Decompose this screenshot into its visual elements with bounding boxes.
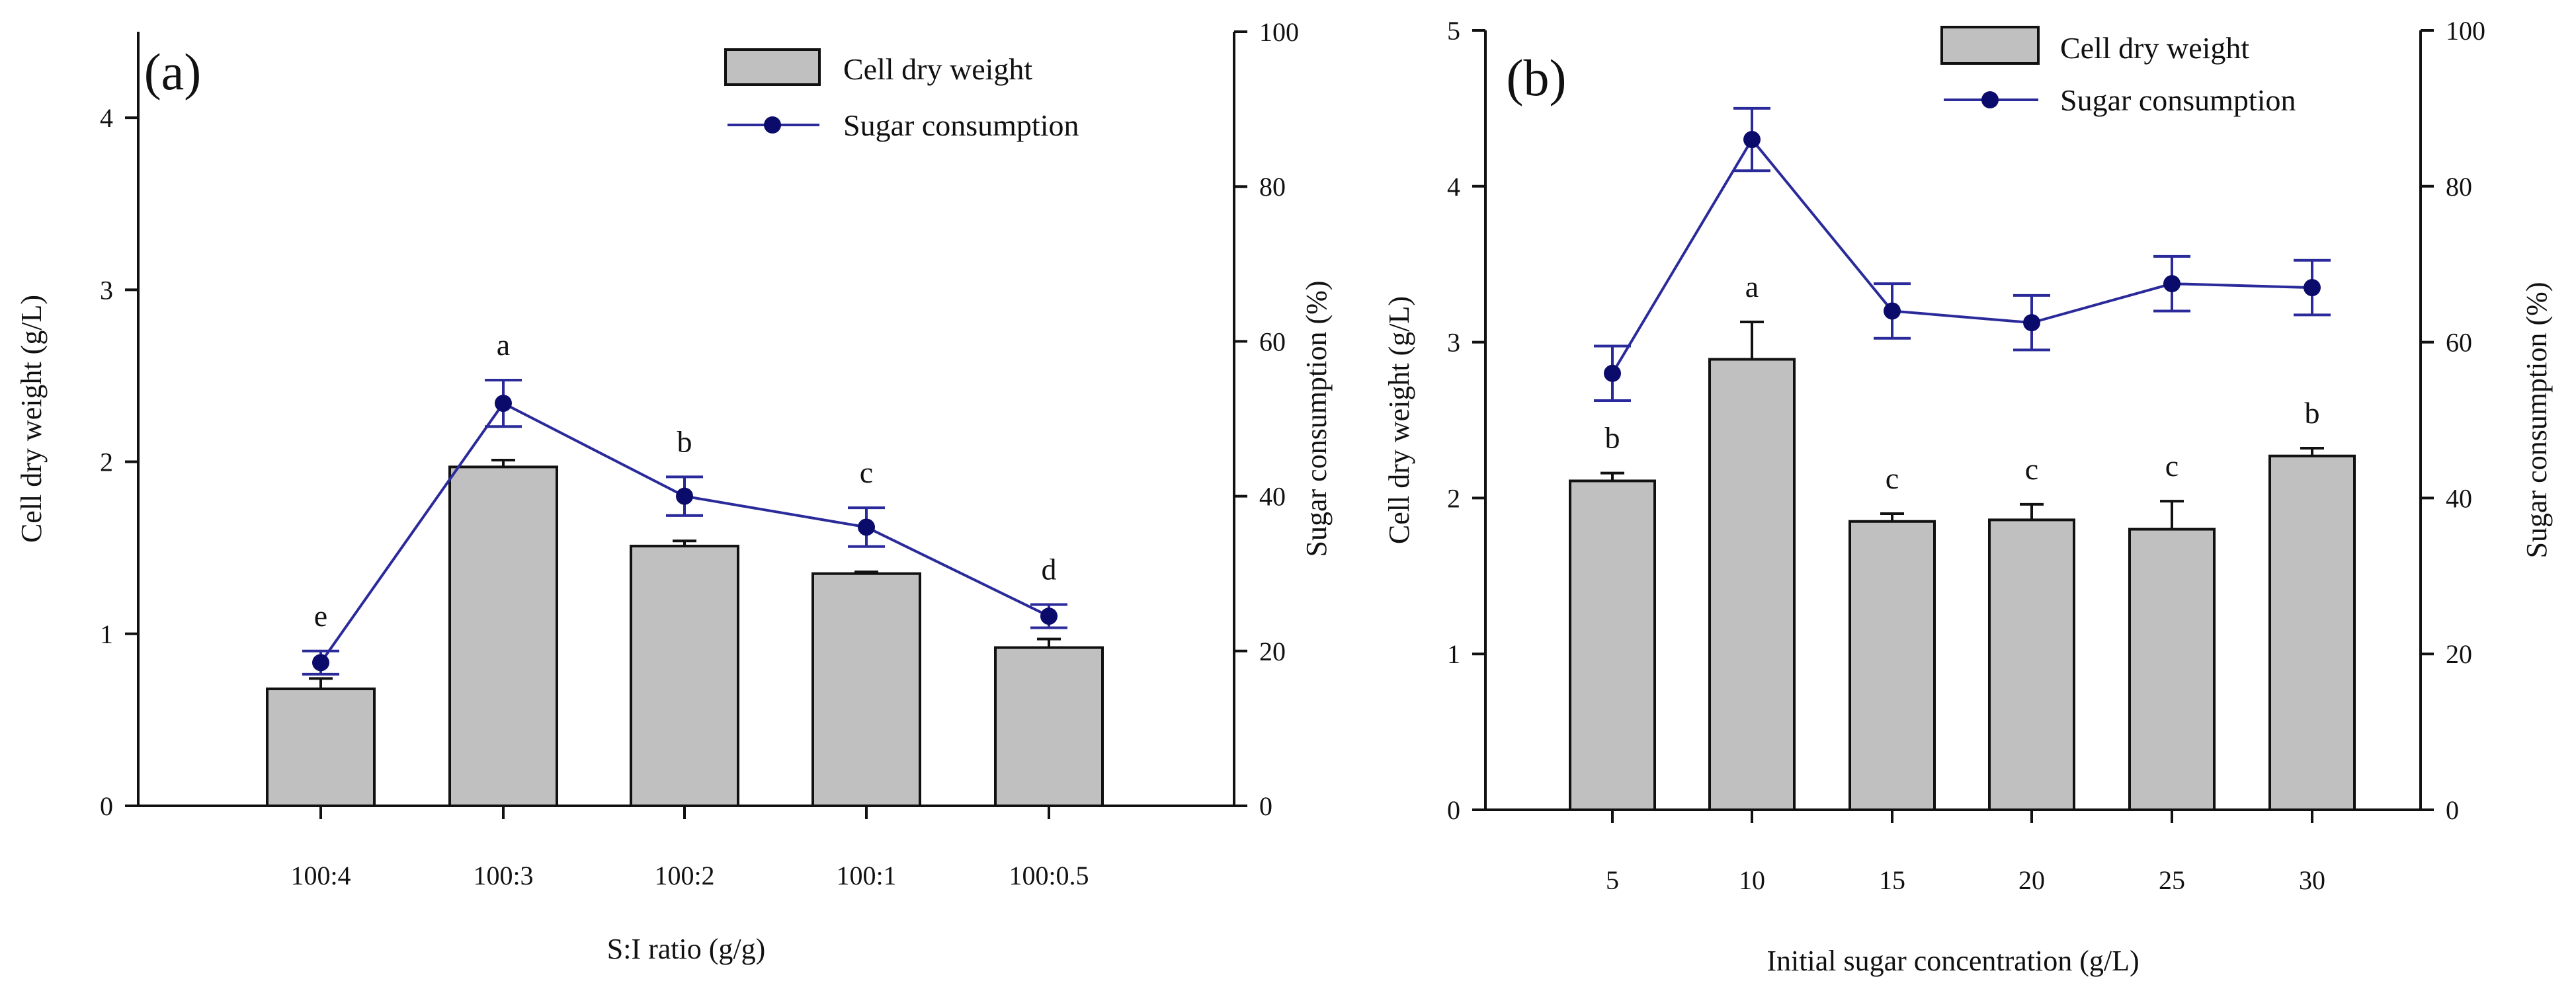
y2-tick-label: 0 xyxy=(1259,791,1272,821)
x-tick-label: 30 xyxy=(2299,865,2325,895)
bar xyxy=(994,646,1104,808)
bar xyxy=(266,688,376,807)
y2-axis-title: Sugar consumption (%) xyxy=(2520,282,2553,559)
significance-letter: c xyxy=(2165,449,2179,483)
x-axis-title: Initial sugar concentration (g/L) xyxy=(1766,945,2139,977)
y2-tick-label: 20 xyxy=(1259,637,1286,666)
sugar-point xyxy=(1743,131,1761,149)
significance-letter: c xyxy=(1886,461,1899,495)
bar xyxy=(1849,520,1936,812)
sugar-point xyxy=(858,518,875,536)
sugar-point xyxy=(676,487,693,505)
y-tick-label: 0 xyxy=(100,791,113,821)
sugar-point xyxy=(1040,608,1058,625)
x-tick-label: 10 xyxy=(1739,865,1765,895)
y2-tick-label: 60 xyxy=(2446,328,2472,358)
significance-letter: b xyxy=(1605,421,1620,455)
y-tick-label: 4 xyxy=(1447,172,1460,202)
y2-tick-label: 60 xyxy=(1259,327,1286,356)
x-tick-label: 100:1 xyxy=(836,861,896,890)
y-tick-label: 4 xyxy=(100,103,113,133)
sugar-point xyxy=(2023,314,2040,332)
significance-letter: d xyxy=(1042,553,1057,586)
x-tick-label: 100:4 xyxy=(290,861,351,890)
sugar-point xyxy=(1604,364,1621,382)
y-tick-label: 3 xyxy=(100,275,113,305)
sugar-consumption-line xyxy=(1611,137,2313,374)
y-tick-label: 5 xyxy=(1447,16,1460,46)
x-tick-label: 5 xyxy=(1606,865,1619,895)
y2-tick-label: 80 xyxy=(2446,172,2472,202)
y-axis-title: Cell dry weight (g/L) xyxy=(1383,296,1415,544)
bar xyxy=(2128,528,2216,811)
y2-tick-label: 100 xyxy=(2446,16,2485,46)
bar xyxy=(1988,518,2075,811)
significance-letter: a xyxy=(1745,270,1759,303)
legend-label: Cell dry weight xyxy=(2060,31,2249,65)
bar xyxy=(1708,358,1796,811)
y-tick-label: 2 xyxy=(100,448,113,477)
y2-tick-label: 80 xyxy=(1259,172,1286,202)
y-tick-label: 1 xyxy=(1447,639,1460,669)
sugar-point xyxy=(495,395,512,413)
legend-label: Sugar consumption xyxy=(2060,83,2296,117)
y2-tick-label: 40 xyxy=(2446,483,2472,513)
y-axis-title: Cell dry weight (g/L) xyxy=(15,295,48,543)
bar xyxy=(1569,479,1656,811)
significance-letter: c xyxy=(2025,452,2038,486)
significance-letter: c xyxy=(860,455,873,489)
legend-label: Sugar consumption xyxy=(843,108,1079,142)
y-tick-label: 3 xyxy=(1447,328,1460,358)
bar xyxy=(630,545,739,807)
legend-bar-swatch xyxy=(724,48,821,86)
y2-tick-label: 100 xyxy=(1259,17,1299,47)
bar xyxy=(448,465,558,807)
y-tick-label: 2 xyxy=(1447,483,1460,513)
x-tick-label: 100:2 xyxy=(654,861,714,890)
sugar-point xyxy=(2163,275,2181,293)
significance-letter: e xyxy=(314,599,327,633)
x-tick-label: 20 xyxy=(2018,865,2045,895)
y2-axis-title: Sugar consumption (%) xyxy=(1300,281,1333,557)
legend-marker xyxy=(764,116,781,134)
x-tick-label: 15 xyxy=(1879,865,1905,895)
legend-label: Cell dry weight xyxy=(843,52,1032,86)
sugar-point xyxy=(2304,279,2321,297)
panel-label: (a) xyxy=(144,43,202,100)
legend-marker xyxy=(1981,91,1999,108)
y2-tick-label: 0 xyxy=(2446,795,2459,825)
x-tick-label: 100:3 xyxy=(473,861,533,890)
bar xyxy=(2268,454,2356,811)
y2-tick-label: 40 xyxy=(1259,482,1286,512)
x-axis-title: S:I ratio (g/g) xyxy=(607,933,766,965)
significance-letter: b xyxy=(677,424,692,458)
significance-letter: a xyxy=(497,328,510,362)
bar xyxy=(811,572,921,807)
y-tick-label: 0 xyxy=(1447,795,1460,825)
sugar-point xyxy=(312,654,329,672)
panel-label: (b) xyxy=(1507,49,1567,106)
x-tick-label: 100:0.5 xyxy=(1009,861,1089,890)
sugar-point xyxy=(1884,302,1901,320)
legend-bar-swatch xyxy=(1940,26,2040,65)
significance-letter: b xyxy=(2305,396,2320,430)
panel-b: 0 1 2 3 4 5 0 20 40 60 80 100 5 10 15 20 25 30 b a c c c b Cell … xyxy=(1383,16,2553,977)
y-tick-label: 1 xyxy=(100,619,113,649)
x-tick-label: 25 xyxy=(2159,865,2185,895)
y2-tick-label: 20 xyxy=(2446,639,2472,669)
